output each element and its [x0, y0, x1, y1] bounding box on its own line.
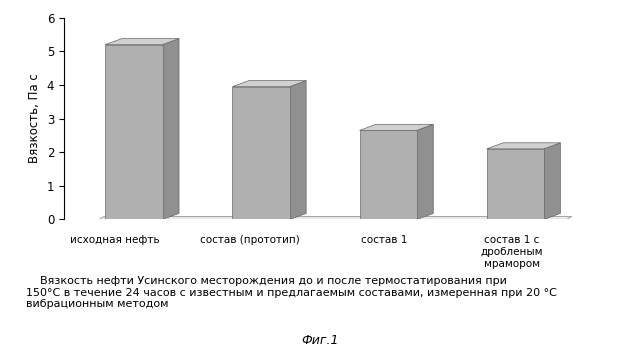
Text: состав (прототип): состав (прототип) [200, 235, 300, 245]
Polygon shape [360, 124, 433, 130]
Bar [106, 45, 163, 219]
Text: состав 1: состав 1 [361, 235, 407, 245]
Polygon shape [163, 39, 179, 219]
Text: исходная нефть: исходная нефть [70, 235, 160, 245]
Polygon shape [99, 216, 572, 219]
Polygon shape [106, 39, 179, 45]
Bar [486, 149, 544, 219]
Y-axis label: Вязкость, Па с: Вязкость, Па с [28, 74, 41, 164]
Text: Вязкость нефти Усинского месторождения до и после термостатирования при
150°C в : Вязкость нефти Усинского месторождения д… [26, 276, 556, 309]
Polygon shape [544, 143, 561, 219]
Polygon shape [486, 143, 561, 149]
Bar [232, 87, 290, 219]
Polygon shape [232, 81, 306, 87]
Text: Фиг.1: Фиг.1 [301, 334, 339, 347]
Bar [360, 130, 417, 219]
Polygon shape [290, 81, 306, 219]
Polygon shape [417, 124, 433, 219]
Text: состав 1 с
дробленым
мрамором: состав 1 с дробленым мрамором [481, 235, 543, 269]
